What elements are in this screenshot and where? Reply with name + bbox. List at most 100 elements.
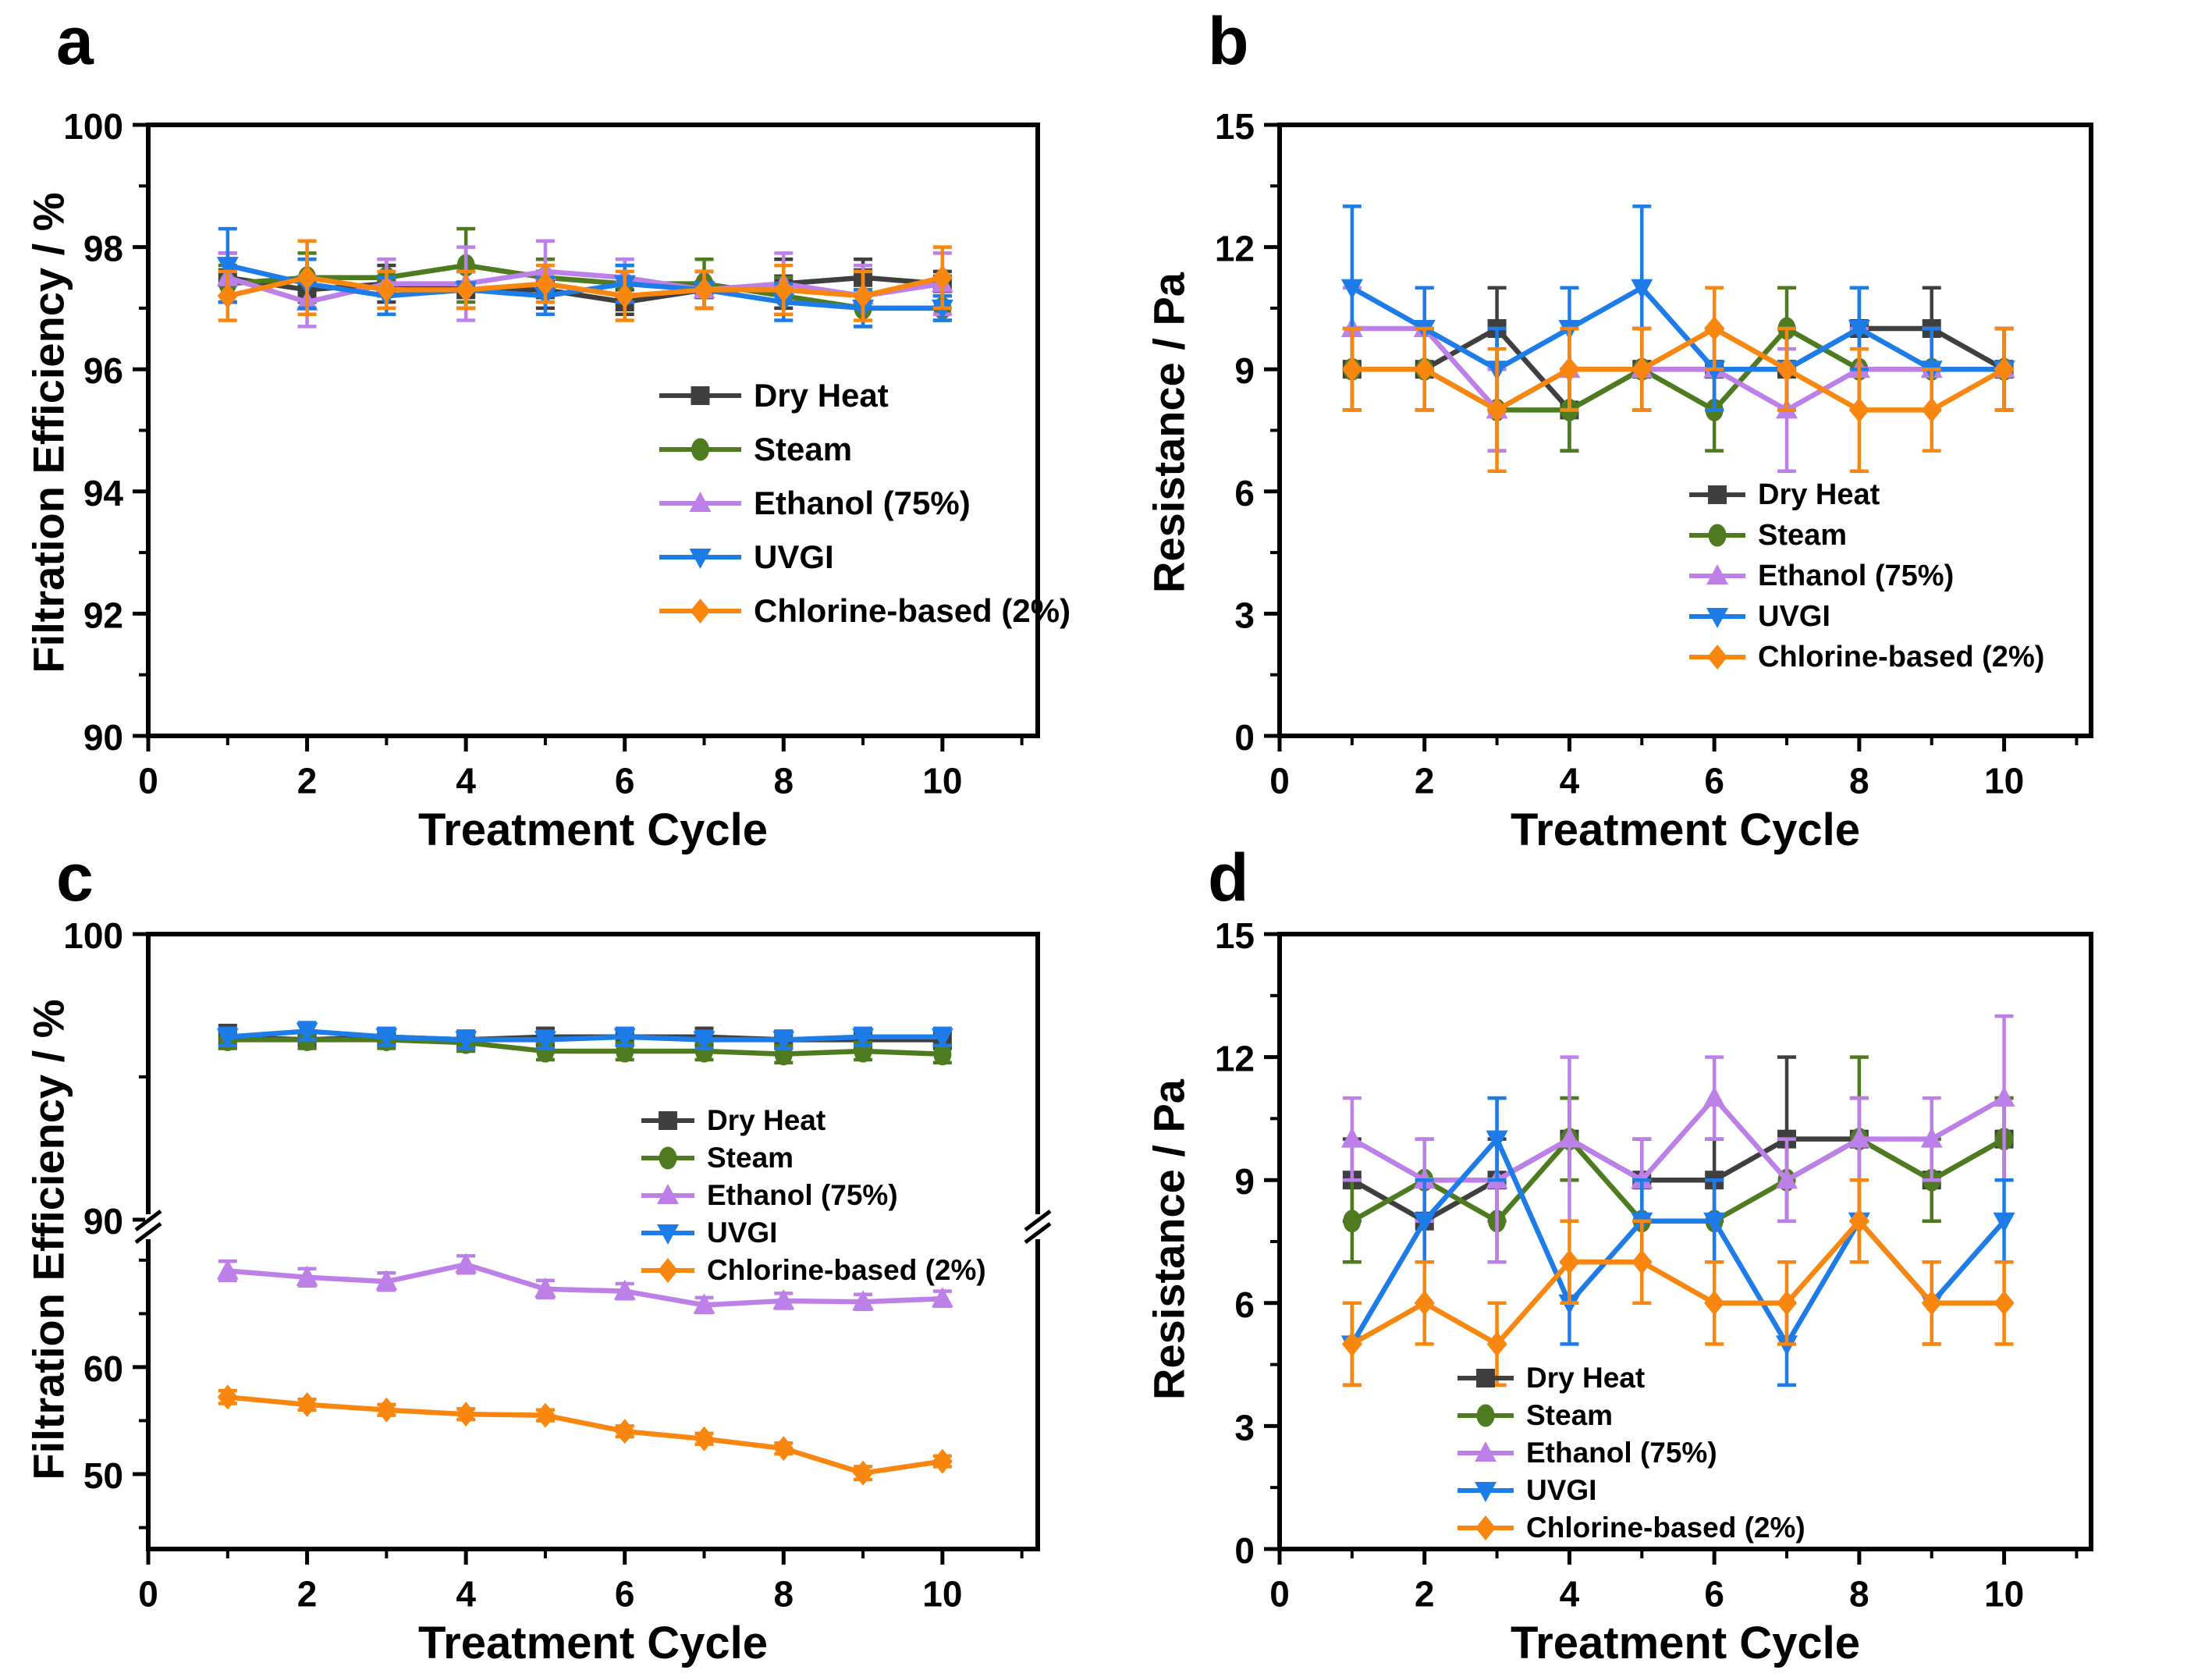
uvgi-legend-marker-icon (1689, 608, 1745, 628)
dry-heat-legend-marker-icon (641, 1111, 694, 1130)
svg-text:2: 2 (297, 761, 318, 801)
legend-label-dry-heat: Dry Heat (1526, 1362, 1646, 1394)
uvgi-legend-marker-icon (1458, 1482, 1514, 1502)
legend-entry-dry-heat: Dry Heat (1689, 474, 2044, 515)
legend-entry-dry-heat: Dry Heat (1458, 1359, 1805, 1397)
legend-b: Dry Heat Steam Ethanol (75%) UVGI Chlorine-b… (1689, 474, 2044, 677)
legend-label-uvgi: UVGI (1526, 1474, 1597, 1506)
legend-entry-chlorine-based-2-: Chlorine-based (2%) (1458, 1509, 1805, 1547)
legend-entry-uvgi: UVGI (1689, 596, 2044, 637)
legend-entry-steam: Steam (1458, 1397, 1805, 1434)
svg-text:0: 0 (1269, 761, 1290, 801)
chlorine-based-2--legend-marker-icon (641, 1258, 694, 1283)
legend-entry-uvgi: UVGI (1458, 1472, 1805, 1509)
svg-text:10: 10 (1984, 1574, 2024, 1615)
dry-heat-legend-marker-icon (1689, 485, 1745, 504)
legend-entry-steam: Steam (641, 1139, 986, 1177)
steam-legend-marker-icon (1458, 1404, 1514, 1427)
legend-entry-chlorine-based-2-: Chlorine-based (2%) (1689, 637, 2044, 677)
svg-text:90: 90 (83, 717, 123, 758)
svg-text:4: 4 (1560, 1574, 1580, 1615)
ethanol-75--legend-marker-icon (1458, 1441, 1514, 1462)
panel-d-letter: d (1208, 840, 1249, 915)
panel-a-x-axis-title: Treatment Cycle (417, 805, 769, 855)
series-chlorine-based-2- (217, 239, 953, 322)
svg-text:15: 15 (1215, 106, 1255, 147)
legend-entry-chlorine-based-2-: Chlorine-based (2%) (641, 1252, 986, 1289)
legend-label-dry-heat: Dry Heat (754, 376, 889, 414)
ethanol-75--legend-marker-icon (1689, 564, 1745, 584)
legend-label-steam: Steam (1758, 518, 1848, 552)
svg-text:92: 92 (83, 595, 123, 635)
steam-legend-marker-icon (641, 1146, 694, 1170)
legend-label-dry-heat: Dry Heat (1758, 478, 1880, 511)
svg-text:0: 0 (138, 1574, 158, 1615)
legend-entry-steam: Steam (659, 422, 1070, 476)
legend-entry-steam: Steam (1689, 515, 2044, 556)
svg-text:96: 96 (83, 350, 123, 391)
svg-text:0: 0 (1269, 1574, 1290, 1615)
legend-entry-ethanol-75-: Ethanol (75%) (1458, 1434, 1805, 1472)
legend-entry-ethanol-75-: Ethanol (75%) (659, 476, 1070, 530)
series-ethanol-75- (216, 1252, 953, 1315)
legend-entry-uvgi: UVGI (641, 1214, 986, 1252)
svg-text:0: 0 (1234, 1530, 1255, 1571)
legend-entry-ethanol-75-: Ethanol (75%) (641, 1177, 986, 1214)
panel-d-x-axis-title: Treatment Cycle (1510, 1618, 1861, 1668)
legend-label-uvgi: UVGI (754, 538, 834, 575)
panel-a-letter: a (56, 4, 94, 79)
svg-text:8: 8 (773, 761, 794, 801)
svg-text:3: 3 (1234, 595, 1255, 635)
svg-text:3: 3 (1234, 1407, 1255, 1448)
svg-text:4: 4 (456, 1574, 476, 1615)
legend-c: Dry Heat Steam Ethanol (75%) UVGI Chlorine-b… (641, 1102, 986, 1289)
uvgi-legend-marker-icon (659, 548, 741, 569)
chlorine-based-2--legend-marker-icon (1689, 645, 1745, 670)
panel-c-x-axis-title: Treatment Cycle (417, 1618, 769, 1668)
svg-text:50: 50 (83, 1455, 123, 1496)
uvgi-legend-marker-icon (641, 1224, 694, 1245)
svg-text:8: 8 (773, 1574, 794, 1615)
svg-text:10: 10 (922, 761, 962, 801)
panel-c-letter: c (56, 840, 94, 915)
svg-text:0: 0 (1234, 717, 1255, 758)
series-steam (1342, 1055, 2014, 1264)
svg-text:90: 90 (83, 1201, 123, 1242)
legend-label-steam: Steam (707, 1142, 794, 1174)
legend-d: Dry Heat Steam Ethanol (75%) UVGI Chlorine-b… (1458, 1359, 1805, 1547)
panel-b-plot: 0 2 4 6 8 10 0 3 6 9 12 15 (1215, 106, 2093, 801)
legend-label-steam: Steam (754, 430, 853, 467)
legend-label-ethanol-75-: Ethanol (75%) (1758, 559, 1955, 592)
ethanol-75--legend-marker-icon (659, 491, 741, 512)
steam-legend-marker-icon (1689, 524, 1745, 547)
svg-text:10: 10 (922, 1574, 962, 1615)
svg-text:6: 6 (615, 1574, 635, 1615)
steam-legend-marker-icon (659, 438, 741, 460)
svg-text:94: 94 (83, 473, 124, 513)
legend-entry-chlorine-based-2-: Chlorine-based (2%) (659, 584, 1070, 638)
chlorine-based-2--legend-marker-icon (1458, 1515, 1514, 1540)
legend-label-chlorine-based-2-: Chlorine-based (2%) (754, 592, 1071, 629)
panel-a-plot: 0 2 4 6 8 10 90 92 94 96 98 100 (63, 106, 1040, 801)
svg-text:2: 2 (297, 1574, 318, 1615)
svg-text:8: 8 (1849, 761, 1869, 801)
chlorine-based-2--legend-marker-icon (659, 598, 741, 624)
legend-label-ethanol-75-: Ethanol (75%) (754, 484, 971, 521)
svg-text:6: 6 (1234, 1284, 1255, 1325)
legend-label-dry-heat: Dry Heat (707, 1104, 826, 1136)
svg-text:2: 2 (1415, 1574, 1435, 1615)
svg-text:10: 10 (1984, 761, 2024, 801)
svg-text:98: 98 (83, 229, 123, 269)
legend-a: Dry Heat Steam Ethanol (75%) UVGI Chlorine-b… (659, 368, 1070, 638)
panel-b-letter: b (1208, 4, 1249, 79)
legend-label-ethanol-75-: Ethanol (75%) (1526, 1437, 1717, 1469)
svg-text:9: 9 (1234, 1161, 1255, 1202)
legend-label-uvgi: UVGI (707, 1217, 778, 1249)
legend-label-chlorine-based-2-: Chlorine-based (2%) (1526, 1512, 1805, 1544)
svg-text:6: 6 (1234, 473, 1255, 513)
svg-text:100: 100 (63, 106, 123, 147)
svg-text:6: 6 (1704, 1574, 1724, 1615)
series-chlorine-based-2- (217, 1384, 953, 1486)
